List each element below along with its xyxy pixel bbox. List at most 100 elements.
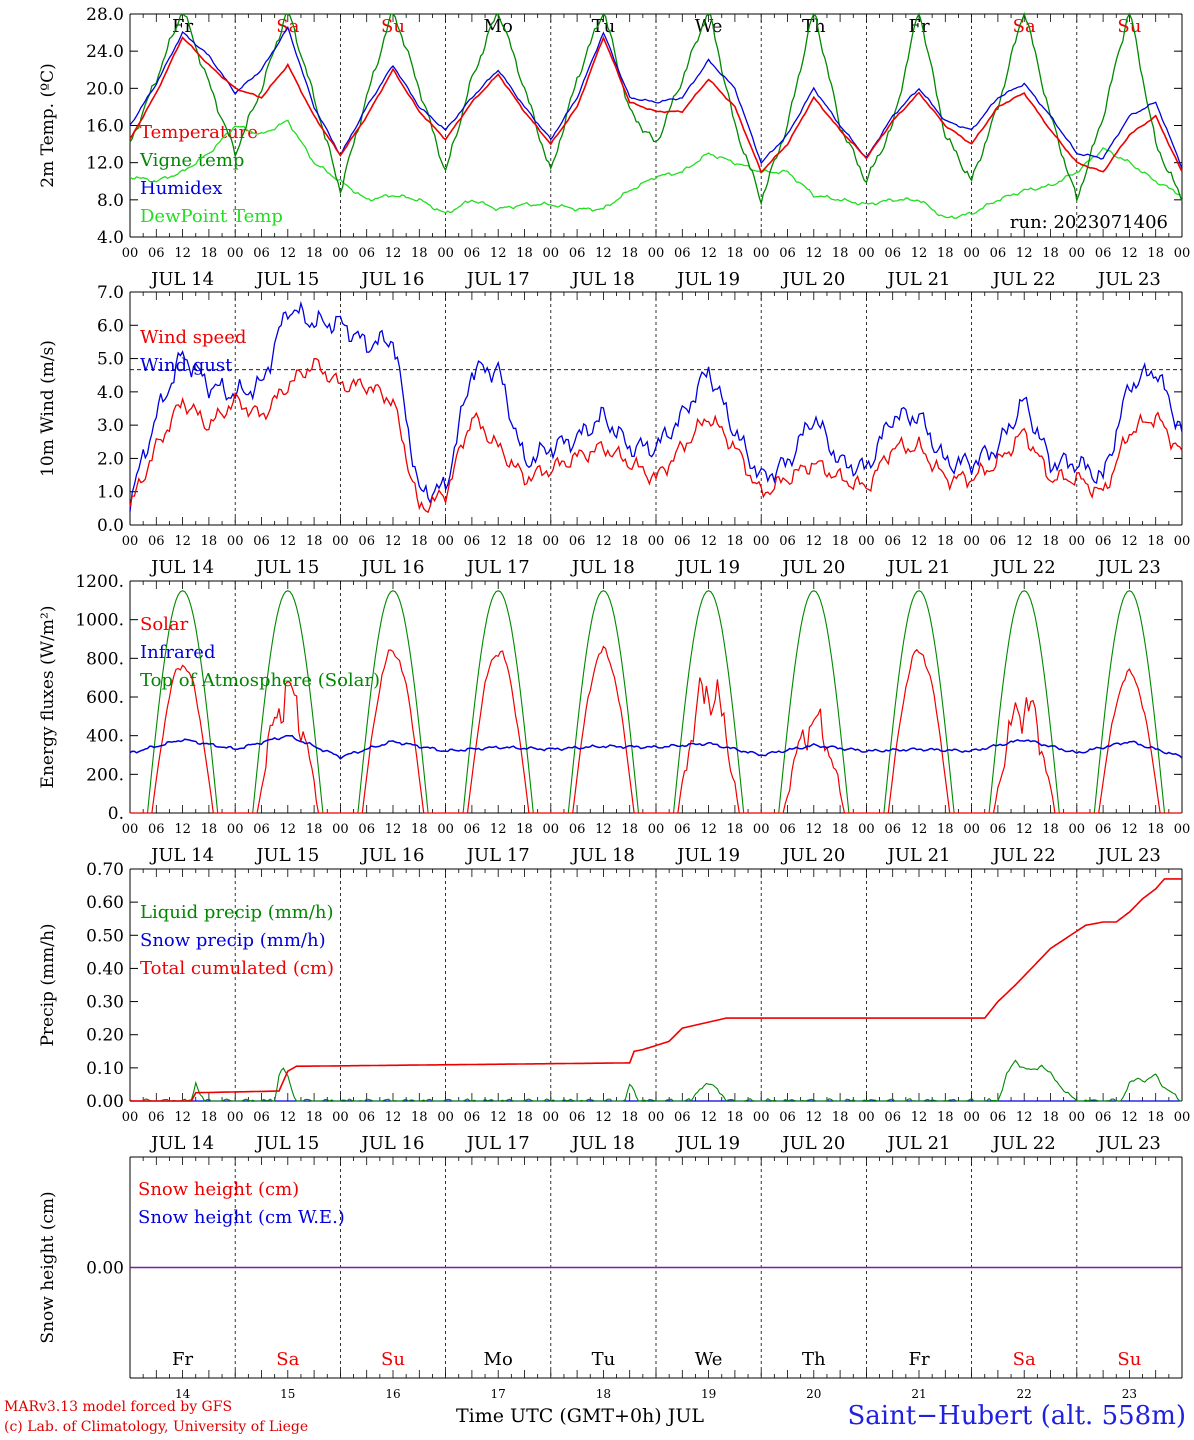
hour-label: 06 <box>1095 534 1112 549</box>
date-label: JUL 20 <box>780 269 845 290</box>
date-label: JUL 14 <box>149 269 214 290</box>
date-label: JUL 20 <box>780 557 845 578</box>
series-line-solar <box>130 645 1182 814</box>
date-label: JUL 19 <box>675 1133 740 1154</box>
weekday-label-bottom: Fr <box>908 1349 929 1370</box>
y-tick-label: 3.0 <box>97 416 124 436</box>
hour-label: 12 <box>490 1110 507 1125</box>
hour-label: 06 <box>990 1110 1007 1125</box>
hour-label: 06 <box>358 246 375 261</box>
hour-label: 00 <box>858 822 875 837</box>
hour-label: 18 <box>411 1110 428 1125</box>
y-tick-label: 1000. <box>75 611 124 631</box>
y-tick-label: 200. <box>86 765 124 785</box>
weekday-label-top: Th <box>802 16 826 37</box>
hour-label: 12 <box>490 822 507 837</box>
hour-label: 00 <box>122 534 139 549</box>
hour-label-end: 00 <box>1174 246 1191 261</box>
day-number: 20 <box>806 1387 821 1400</box>
hour-label: 18 <box>306 822 323 837</box>
hour-label: 00 <box>648 1110 665 1125</box>
day-number: 17 <box>491 1387 506 1400</box>
hour-label: 06 <box>253 822 270 837</box>
y-axis-label: 10m Wind (m/s) <box>38 340 58 477</box>
day-number: 22 <box>1017 1387 1032 1400</box>
hour-label: 18 <box>201 246 218 261</box>
date-label: JUL 15 <box>254 269 319 290</box>
hour-label: 00 <box>753 822 770 837</box>
hour-label: 06 <box>674 534 691 549</box>
hour-label: 18 <box>727 534 744 549</box>
series-line-dewpoint-temp <box>129 119 1183 219</box>
y-tick-label: 12.0 <box>86 154 124 174</box>
date-label: JUL 15 <box>254 1133 319 1154</box>
series-line-temperature <box>129 35 1183 174</box>
hour-label: 12 <box>1121 1110 1138 1125</box>
legend-entry: Humidex <box>140 178 222 199</box>
hour-label: 06 <box>884 534 901 549</box>
hour-label: 18 <box>727 1110 744 1125</box>
hour-label: 06 <box>148 1110 165 1125</box>
date-label: JUL 17 <box>465 269 530 290</box>
hour-label: 12 <box>385 534 402 549</box>
hour-label-end: 00 <box>1174 1110 1191 1125</box>
hour-label: 06 <box>148 534 165 549</box>
hour-label: 00 <box>543 1110 560 1125</box>
date-label: JUL 17 <box>465 845 530 866</box>
hour-label: 00 <box>332 1110 349 1125</box>
hour-label: 00 <box>753 1110 770 1125</box>
hour-label: 06 <box>779 246 796 261</box>
hour-label: 12 <box>595 534 612 549</box>
hour-label: 18 <box>201 1110 218 1125</box>
y-tick-label: 2.0 <box>97 449 124 469</box>
date-label: JUL 19 <box>675 557 740 578</box>
hour-label: 18 <box>832 246 849 261</box>
hour-label: 12 <box>595 1110 612 1125</box>
date-label: JUL 22 <box>991 1133 1056 1154</box>
hour-label: 18 <box>516 1110 533 1125</box>
hour-label: 00 <box>753 246 770 261</box>
hour-label: 18 <box>937 822 954 837</box>
weekday-label-top: We <box>695 16 723 37</box>
y-tick-label: 0.10 <box>86 1059 124 1079</box>
hour-label: 18 <box>306 534 323 549</box>
hour-label: 06 <box>1095 822 1112 837</box>
hour-label: 00 <box>963 534 980 549</box>
hour-label: 12 <box>1121 534 1138 549</box>
date-label: JUL 19 <box>675 845 740 866</box>
hour-label: 00 <box>963 822 980 837</box>
weekday-label-bottom: Fr <box>172 1349 193 1370</box>
y-tick-label: 0.50 <box>86 926 124 946</box>
hour-label: 12 <box>595 822 612 837</box>
hour-label: 06 <box>990 822 1007 837</box>
hour-label: 18 <box>411 246 428 261</box>
hour-label-end: 00 <box>1174 822 1191 837</box>
hour-label: 06 <box>1095 1110 1112 1125</box>
hour-label: 06 <box>358 534 375 549</box>
date-label: JUL 17 <box>465 1133 530 1154</box>
hour-label: 06 <box>779 1110 796 1125</box>
legend-entry: Temperature <box>140 122 258 143</box>
y-tick-label: 0.60 <box>86 893 124 913</box>
weekday-label-bottom: Sa <box>276 1349 299 1370</box>
hour-label: 00 <box>753 534 770 549</box>
hour-label: 12 <box>174 1110 191 1125</box>
y-tick-label: 28.0 <box>86 5 124 25</box>
y-tick-label: 800. <box>86 649 124 669</box>
hour-label: 18 <box>1147 534 1164 549</box>
hour-label: 12 <box>385 822 402 837</box>
hour-label: 12 <box>280 1110 297 1125</box>
hour-label: 12 <box>1121 822 1138 837</box>
hour-label: 18 <box>832 534 849 549</box>
day-number: 21 <box>911 1387 926 1400</box>
hour-label: 18 <box>727 246 744 261</box>
date-label: JUL 22 <box>991 557 1056 578</box>
date-label: JUL 18 <box>570 557 635 578</box>
hour-label: 00 <box>648 246 665 261</box>
hour-label: 12 <box>280 822 297 837</box>
legend-entry: Liquid precip (mm/h) <box>140 902 334 923</box>
weekday-label-top: Sa <box>1013 16 1036 37</box>
hour-label: 06 <box>779 822 796 837</box>
hour-label: 06 <box>674 246 691 261</box>
day-number: 23 <box>1122 1387 1137 1400</box>
